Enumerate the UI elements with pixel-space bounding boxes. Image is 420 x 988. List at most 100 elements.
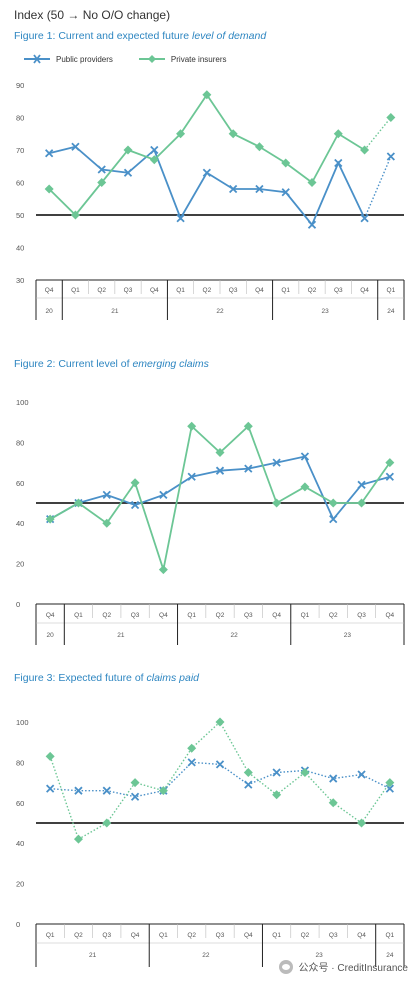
watermark-text: 公众号 · CreditInsurance [298, 963, 408, 974]
legend-public: Public providers [24, 54, 113, 64]
x-tick-label: Q1 [46, 932, 55, 939]
data-point-public [307, 220, 317, 229]
figure-3-title: Figure 3: Expected future of claims paid [14, 672, 199, 684]
x-tick-label: Q2 [187, 932, 196, 939]
x-tick-label: Q1 [159, 932, 168, 939]
y-tick-label: 70 [16, 146, 24, 155]
y-tick-label: 80 [16, 438, 24, 447]
data-point-private [215, 717, 225, 727]
y-tick-label: 0 [16, 920, 20, 929]
x-tick-label: Q4 [131, 932, 140, 939]
data-point-public [45, 149, 54, 158]
figure-2-title-italic: emerging claims [132, 358, 209, 370]
data-point-public [187, 758, 196, 767]
y-tick-label: 100 [16, 398, 29, 407]
year-label: 21 [89, 952, 97, 959]
legend-private: Private insurers [138, 54, 227, 64]
x-tick-label: Q2 [216, 612, 225, 619]
data-point-public [329, 774, 338, 783]
year-label: 23 [344, 632, 352, 639]
x-tick-label: Q2 [329, 612, 338, 619]
y-tick-label: 90 [16, 81, 24, 90]
year-label: 24 [386, 952, 394, 959]
figure-2-title-plain: Figure 2: Current level of [14, 358, 133, 370]
y-tick-label: 40 [16, 244, 24, 253]
y-tick-label: 60 [16, 179, 24, 188]
data-point-private [357, 498, 367, 508]
data-point-public [329, 515, 338, 524]
data-point-public [386, 152, 395, 161]
figure-3-chart: 0 20 40 60 80 100 Q1 Q2 Q3 Q4 Q1 Q2 Q3 Q4 Q1 Q2 Q3 Q4 Q1 21… [16, 717, 405, 967]
data-point-private [123, 145, 133, 155]
figure-3-title-plain: Figure 3: Expected future of [14, 672, 147, 684]
data-point-private [202, 90, 212, 100]
data-point-public [215, 760, 225, 769]
year-label: 22 [202, 952, 210, 959]
x-tick-label: Q3 [329, 932, 338, 939]
data-point-private [158, 565, 168, 575]
data-point-private [130, 778, 140, 788]
data-point-private [73, 834, 83, 844]
data-point-public [215, 466, 225, 475]
data-point-public [176, 214, 185, 223]
figure-1-title-plain: Figure 1: Current and expected future [14, 30, 193, 42]
data-point-private [176, 129, 186, 139]
data-point-private [386, 113, 396, 122]
data-point-public [272, 768, 281, 777]
data-point-public [130, 500, 140, 510]
year-label: 23 [322, 308, 330, 315]
year-label: 21 [111, 308, 119, 315]
data-point-public [244, 464, 253, 473]
data-point-private [45, 751, 55, 761]
data-point-public [159, 490, 168, 500]
x-tick-label: Q4 [159, 612, 168, 619]
x-tick-label: Q4 [386, 612, 395, 619]
x-tick-label: Q3 [357, 612, 366, 619]
data-point-private [254, 142, 264, 152]
x-tick-label: Q4 [255, 287, 264, 294]
y-tick-label: 40 [16, 519, 24, 528]
x-tick-label: Q3 [124, 287, 133, 294]
x-tick-label: Q4 [244, 932, 253, 939]
data-point-public [150, 145, 159, 155]
data-point-private [215, 448, 225, 457]
data-point-public [102, 490, 111, 500]
x-tick-label: Q2 [203, 287, 212, 294]
x-tick-label: Q4 [150, 287, 159, 294]
x-tick-label: Q2 [74, 932, 83, 939]
data-point-public [272, 458, 281, 467]
figure-2-chart: 0 20 40 60 80 100 Q4 Q1 Q2 Q3 Q4 Q1 Q2 Q3 Q4 Q1 Q2 Q3 Q4 20… [16, 398, 405, 645]
series-line-public-dotted [363, 156, 392, 219]
series-line-private-dotted [49, 720, 391, 841]
y-tick-label: 60 [16, 479, 24, 488]
y-tick-label: 80 [16, 758, 24, 767]
data-point-private [360, 145, 370, 155]
wechat-icon [278, 959, 293, 974]
year-label: 22 [231, 632, 239, 639]
series-line-private-dotted [364, 117, 392, 151]
data-point-private [385, 458, 395, 468]
data-point-public [385, 472, 394, 481]
x-tick-label: Q4 [272, 612, 281, 619]
data-point-public [300, 452, 310, 461]
data-point-private [300, 768, 310, 777]
data-point-private [243, 421, 253, 431]
year-label: 20 [47, 632, 55, 639]
series-line-private [49, 424, 391, 574]
data-point-private [73, 498, 83, 508]
y-tick-label: 100 [16, 718, 29, 727]
x-tick-label: Q4 [360, 287, 369, 294]
index-header: Index (50 → No O/O change) [14, 8, 171, 22]
data-point-public [202, 168, 211, 177]
x-tick-label: Q1 [301, 612, 310, 619]
data-point-private [243, 768, 253, 777]
data-point-private [149, 155, 159, 165]
data-point-public [102, 786, 111, 795]
figure-1-chart: 30 40 50 60 70 80 90 Q4 Q1 Q2 Q3 Q4 Q1 Q2 Q3 Q4 Q1 Q2 Q3 Q4… [16, 81, 405, 320]
data-point-private [70, 210, 80, 220]
series-line-public [49, 455, 391, 521]
x-tick-label: Q2 [102, 612, 111, 619]
year-label: 20 [46, 308, 54, 315]
data-point-private [158, 786, 168, 796]
data-point-private [187, 421, 197, 431]
